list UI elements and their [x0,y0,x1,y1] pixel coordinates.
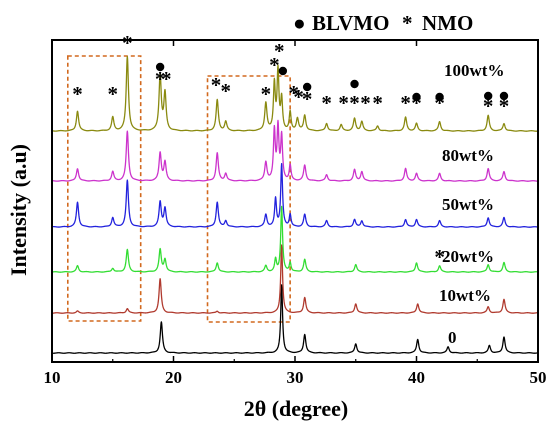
nmo-peak-marker: * [483,94,494,118]
legend-label-nmo: NMO [422,11,473,35]
x-tick-label: 40 [408,368,425,387]
nmo-peak-marker: * [220,79,231,103]
blvmo-peak-marker [435,92,444,102]
nmo-peak-marker: * [434,245,445,269]
nmo-peak-marker: * [72,82,83,106]
nmo-peak-marker: * [372,91,383,115]
nmo-peak-marker: * [338,91,349,115]
nmo-peak-marker: * [108,82,119,106]
series-label-20wtpct: 20wt% [442,247,494,266]
nmo-peak-marker: * [293,85,304,109]
series-line-10wtpct [51,244,539,314]
nmo-peak-marker: * [289,81,300,105]
blvmo-peak-marker [302,82,312,92]
peak-marker-layer: * **** * * ****** * * * * * * * * * ** [72,31,509,269]
blvmo-peak-marker [483,91,493,101]
nmo-peak-marker: * [274,39,285,63]
nmo-peak-marker: * [321,91,332,115]
x-tick-label: 20 [165,368,182,387]
nmo-peak-marker: * [155,67,166,91]
dashed-box [206,75,291,323]
series-line-50wtpct [51,163,539,228]
series-line-100wtpct [51,55,539,132]
x-axis-label: 2θ (degree) [244,396,349,421]
nmo-peak-marker: * [349,91,360,115]
series-label-50wtpct: 50wt% [442,195,494,214]
nmo-peak-marker: * [360,91,371,115]
series-label-10wtpct: 10wt% [439,286,491,305]
series-line-0 [51,284,539,354]
blvmo-peak-marker [412,92,421,102]
dashed-box [66,55,142,322]
legend: ● BLVMO * NMO [293,11,473,35]
nmo-peak-marker: * [434,91,445,115]
nmo-peak-marker: * [411,91,422,115]
nmo-peak-marker: * [269,53,280,77]
nmo-peak-marker: * [499,94,510,118]
legend-symbol-nmo: * [402,11,413,35]
x-tick-label: 50 [530,368,547,387]
series-line-80wtpct [51,119,539,182]
series-line-20wtpct [51,205,539,273]
nmo-peak-marker: * [400,91,411,115]
legend-symbol-blvmo: ● [293,11,306,35]
series-label-80wtpct: 80wt% [442,146,494,165]
x-ticks-layer: 10 20 30 40 50 [44,40,547,387]
series-label-0: 0 [448,328,457,347]
blvmo-peak-marker [155,62,165,72]
x-tick-label: 10 [44,368,61,387]
blvmo-peak-marker [499,91,509,101]
y-axis-label: Intensity (a.u) [6,144,31,276]
nmo-peak-marker: * [161,67,172,91]
series-label-100wtpct: 100wt% [444,61,504,80]
nmo-peak-marker: * [211,73,222,97]
nmo-peak-marker: * [261,82,272,106]
series-layer [51,55,539,354]
series-labels-layer: 0 10wt% 20wt% 50wt% 80wt% 100wt% [439,61,504,347]
legend-label-blvmo: BLVMO [312,11,389,35]
nmo-peak-marker: * [302,87,313,111]
nmo-peak-marker: * [122,31,133,55]
dashed-box-layer [66,55,291,323]
blvmo-peak-marker [278,66,288,76]
x-tick-label: 30 [287,368,304,387]
blvmo-peak-marker [350,79,359,89]
